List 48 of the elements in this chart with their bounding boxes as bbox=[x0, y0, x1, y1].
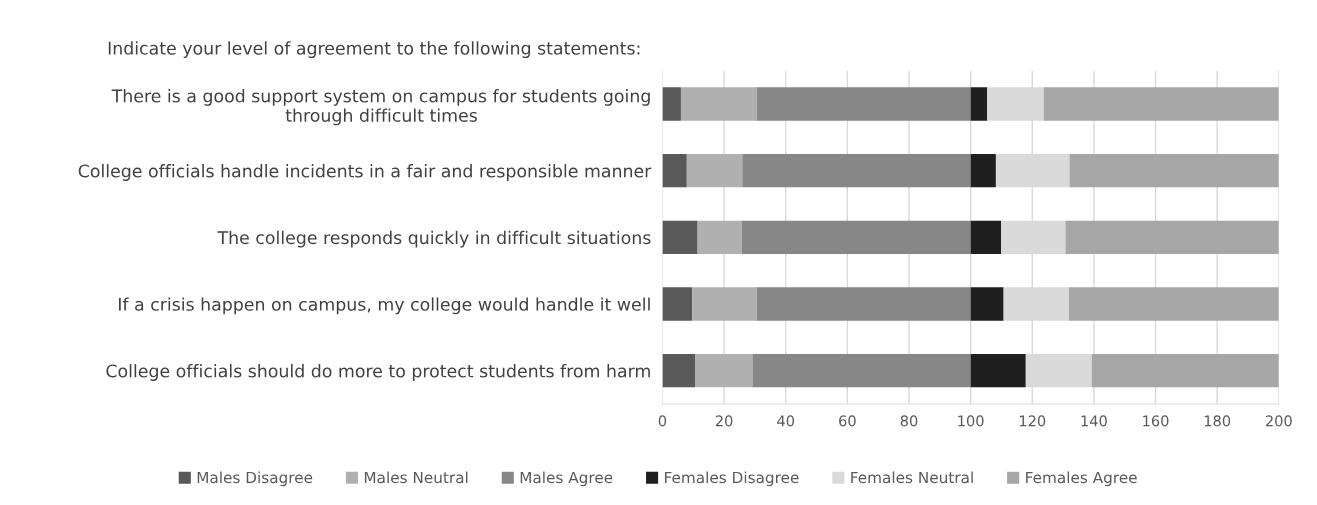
bar bbox=[1069, 154, 1279, 188]
bar bbox=[970, 287, 1004, 321]
bar bbox=[756, 287, 971, 321]
bar bbox=[692, 287, 757, 321]
bar bbox=[662, 154, 687, 188]
x-tick-label: 0 bbox=[658, 415, 667, 427]
x-tick-label: 40 bbox=[777, 415, 795, 427]
x-tick-label: 160 bbox=[1143, 415, 1169, 427]
y-tick-label: If a crisis happen on campus, my college would handle it well bbox=[119, 297, 650, 315]
bar bbox=[757, 87, 971, 121]
x-tick-label: 180 bbox=[1204, 415, 1231, 427]
legend-label: Males Disagree bbox=[197, 471, 313, 487]
bar bbox=[1065, 220, 1279, 255]
bar bbox=[697, 220, 742, 255]
x-tick-label: 200 bbox=[1265, 415, 1292, 427]
bar bbox=[1043, 87, 1279, 121]
bar bbox=[1068, 287, 1279, 321]
x-tick-label: 100 bbox=[958, 415, 984, 427]
bar bbox=[662, 220, 698, 255]
bar bbox=[680, 87, 758, 121]
x-tick-label: 60 bbox=[839, 415, 856, 427]
bar bbox=[1091, 354, 1279, 388]
legend-label: Males Agree bbox=[520, 471, 613, 487]
x-tick-label: 20 bbox=[715, 415, 733, 427]
y-tick-label: The college responds quickly in difficult situations bbox=[217, 230, 651, 248]
legend-label: Females Neutral bbox=[851, 471, 973, 484]
x-tick-label: 120 bbox=[1019, 415, 1046, 427]
bar bbox=[970, 154, 996, 188]
x-tick-label: 140 bbox=[1081, 415, 1107, 427]
y-tick-label: College officials handle incidents in a fair and responsible manner bbox=[78, 164, 652, 181]
bar bbox=[662, 87, 681, 121]
bar bbox=[695, 354, 753, 388]
legend-label: Females Agree bbox=[1026, 471, 1137, 487]
bar bbox=[970, 87, 988, 121]
bar bbox=[662, 287, 693, 321]
y-tick-label: College officials should do more to protect students from harm bbox=[106, 364, 650, 381]
bar bbox=[970, 220, 1002, 255]
bar bbox=[742, 154, 971, 188]
legend-label: Females Disagree bbox=[665, 471, 799, 487]
text: Indicate your level of agreement to the following statements: bbox=[108, 41, 640, 59]
bar bbox=[741, 220, 971, 255]
bar bbox=[662, 354, 696, 388]
bar bbox=[752, 354, 971, 388]
bar bbox=[686, 154, 743, 188]
y-tick-label: There is a good support system on campus for students going through difficult times bbox=[111, 89, 650, 126]
x-tick-label: 80 bbox=[900, 415, 918, 427]
legend-label: Males Neutral bbox=[364, 471, 468, 484]
bar bbox=[970, 354, 1026, 388]
